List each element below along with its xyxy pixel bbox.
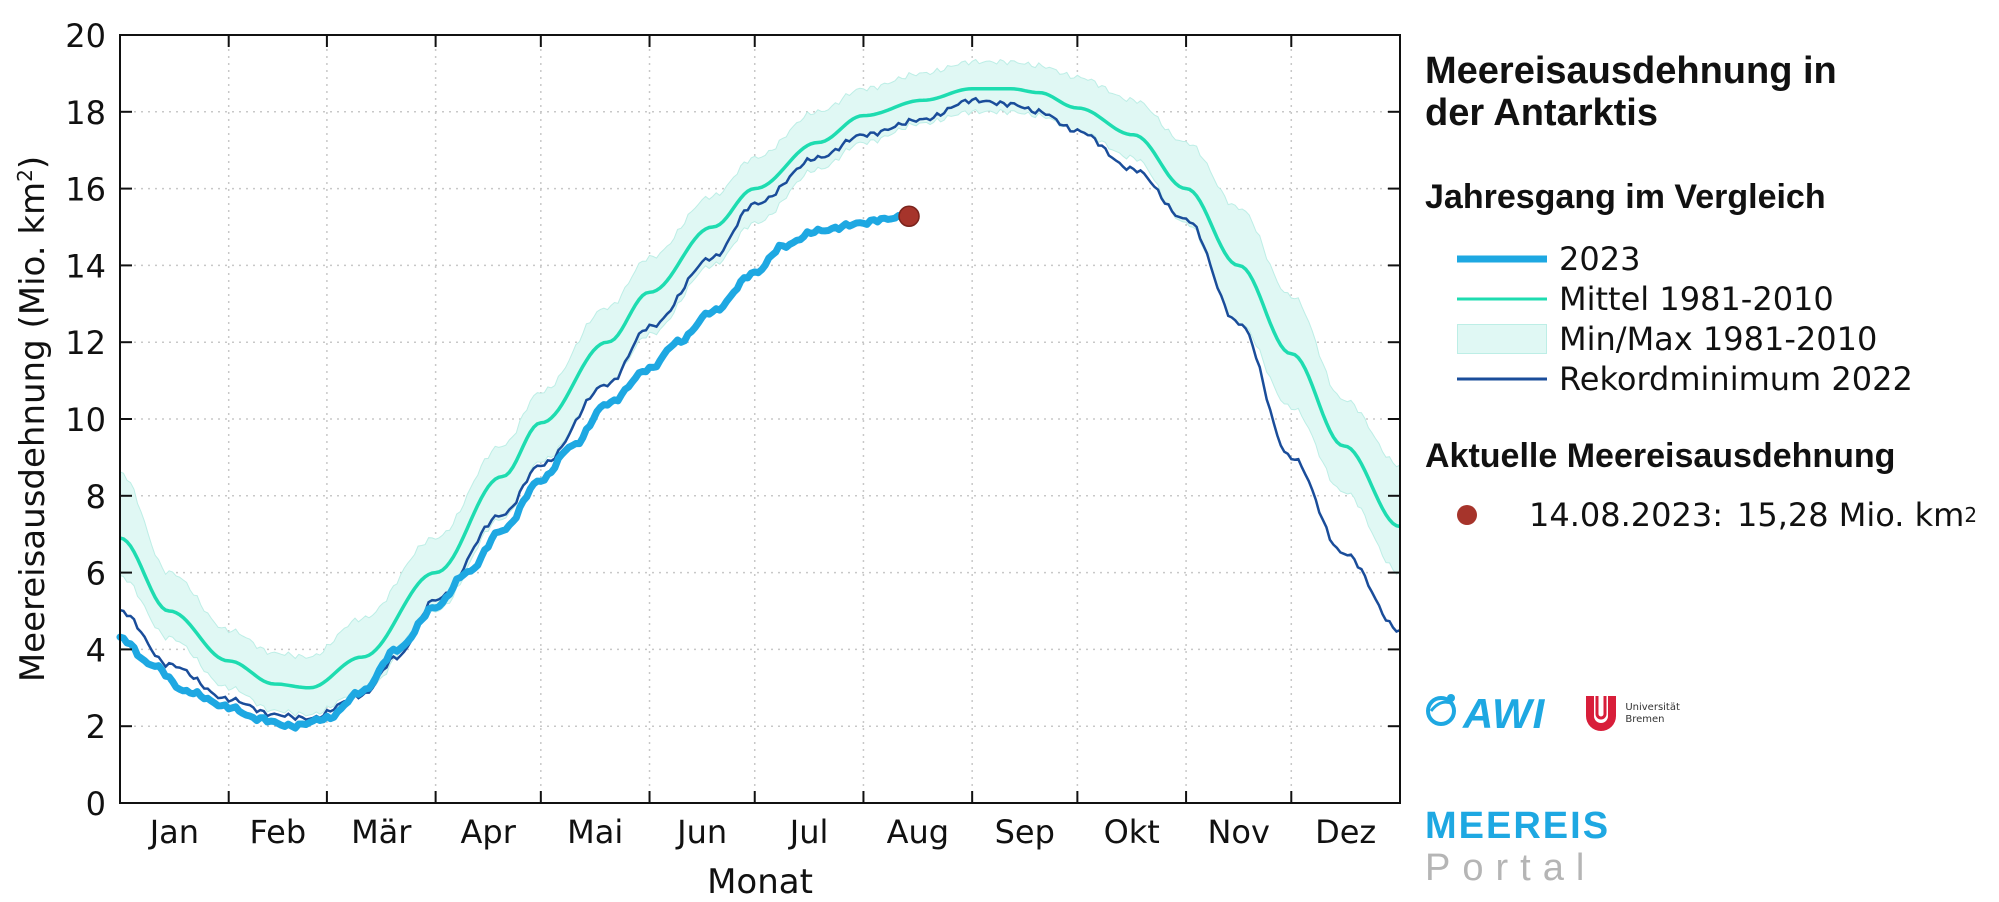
chart-title-line2: der Antarktis <box>1425 92 1658 134</box>
awi-logo[interactable]: AWI <box>1425 690 1545 738</box>
x-tick-label: Apr <box>461 813 517 851</box>
y-tick-label: 18 <box>65 94 106 132</box>
chart-title: Meereisausdehnung in der Antarktis <box>1425 50 1985 134</box>
uni-bremen-emblem-icon <box>1586 696 1617 731</box>
x-tick-label: Jan <box>148 813 199 851</box>
y-tick-label: 14 <box>65 247 106 285</box>
meereisportal-logo[interactable]: MEEREIS Portal <box>1425 806 1610 890</box>
y-tick-label: 10 <box>65 401 106 439</box>
y-tick-label: 6 <box>86 555 106 593</box>
y-tick-label: 0 <box>86 785 106 823</box>
x-tick-label: Mai <box>567 813 623 851</box>
uni-bremen-text: Universität Bremen <box>1625 702 1680 726</box>
x-tick-label: Mär <box>351 813 412 851</box>
legend-label-minmax: Min/Max 1981-2010 <box>1559 320 1878 358</box>
series-2023-line <box>116 212 913 732</box>
portal-logo-line1: MEEREIS <box>1425 805 1611 847</box>
legend-item-mean: Mittel 1981-2010 <box>1425 279 1985 319</box>
y-tick-label: 20 <box>65 17 106 55</box>
partner-logos: AWI Universität Bremen <box>1425 690 1680 738</box>
legend-label-record: Rekordminimum 2022 <box>1559 360 1913 398</box>
y-axis-label-sup: 2 <box>13 169 37 182</box>
legend-swatch-minmax <box>1457 324 1547 354</box>
legend-label-mean: Mittel 1981-2010 <box>1559 280 1834 318</box>
y-tick-label: 2 <box>86 708 106 746</box>
current-value-marker <box>1457 505 1477 525</box>
legend-item-2023: 2023 <box>1425 239 1985 279</box>
x-tick-label: Feb <box>249 813 306 851</box>
y-axis-label-close: ) <box>13 156 53 169</box>
current-heading: Aktuelle Meereisausdehnung <box>1425 437 1896 475</box>
x-tick-labels: Jan Feb Mär Apr Mai Jun Jul Aug Sep Okt Nov Dez <box>119 35 1401 851</box>
x-tick-label: Dez <box>1315 813 1376 851</box>
current-date: 14.08.2023: <box>1529 496 1723 534</box>
y-tick-label: 8 <box>86 478 106 516</box>
series-record-line <box>119 96 1401 722</box>
x-tick-label: Sep <box>995 813 1055 851</box>
legend-item-record: Rekordminimum 2022 <box>1425 359 1985 399</box>
y-tick-label: 16 <box>65 171 106 209</box>
globe-icon <box>1425 690 1459 738</box>
legend: 2023 Mittel 1981-2010 Min/Max 1981-2010 … <box>1425 239 1985 399</box>
x-tick-label: Okt <box>1104 813 1160 851</box>
series-mean-line <box>119 87 1401 690</box>
uni-bremen-line2: Bremen <box>1625 714 1665 725</box>
series-minmax-band <box>119 58 1401 717</box>
current-value-point <box>898 205 920 227</box>
uni-bremen-line1: Universität <box>1625 702 1680 713</box>
legend-item-minmax: Min/Max 1981-2010 <box>1425 319 1985 359</box>
current-value-row: 14.08.2023: 15,28 Mio. km 2 <box>1425 496 1985 534</box>
chart-title-line1: Meereisausdehnung in <box>1425 50 1837 92</box>
sea-ice-chart: 0 2 4 6 8 10 12 14 16 18 20 Jan Feb Mär Apr Mai Jun Jul A… <box>13 17 1401 902</box>
y-tick-labels: 0 2 4 6 8 10 12 14 16 18 20 <box>65 17 1400 823</box>
awi-logo-text: AWI <box>1463 690 1546 737</box>
y-tick-label: 12 <box>65 324 106 362</box>
uni-bremen-logo[interactable]: Universität Bremen <box>1583 694 1680 734</box>
x-tick-label: Nov <box>1207 813 1269 851</box>
x-axis-label: Monat <box>707 862 813 902</box>
x-tick-label: Jul <box>788 813 829 851</box>
legend-heading: Jahresgang im Vergleich <box>1425 178 1826 216</box>
x-tick-label: Jun <box>675 813 727 851</box>
chart-sidebar: Meereisausdehnung in der Antarktis Jahre… <box>1425 50 1985 534</box>
current-value: 15,28 Mio. km <box>1737 496 1965 534</box>
legend-swatch-record <box>1457 361 1547 397</box>
y-axis-label-text: Meereisausdehnung (Mio. km <box>13 182 53 682</box>
y-axis-label: Meereisausdehnung (Mio. km2) <box>13 156 53 682</box>
y-tick-label: 4 <box>86 631 106 669</box>
legend-swatch-2023 <box>1457 241 1547 277</box>
portal-logo-line2: Portal <box>1425 847 1597 889</box>
legend-swatch-mean <box>1457 281 1547 317</box>
legend-label-2023: 2023 <box>1559 240 1641 278</box>
x-tick-label: Aug <box>887 813 949 851</box>
current-value-sup: 2 <box>1964 503 1978 527</box>
